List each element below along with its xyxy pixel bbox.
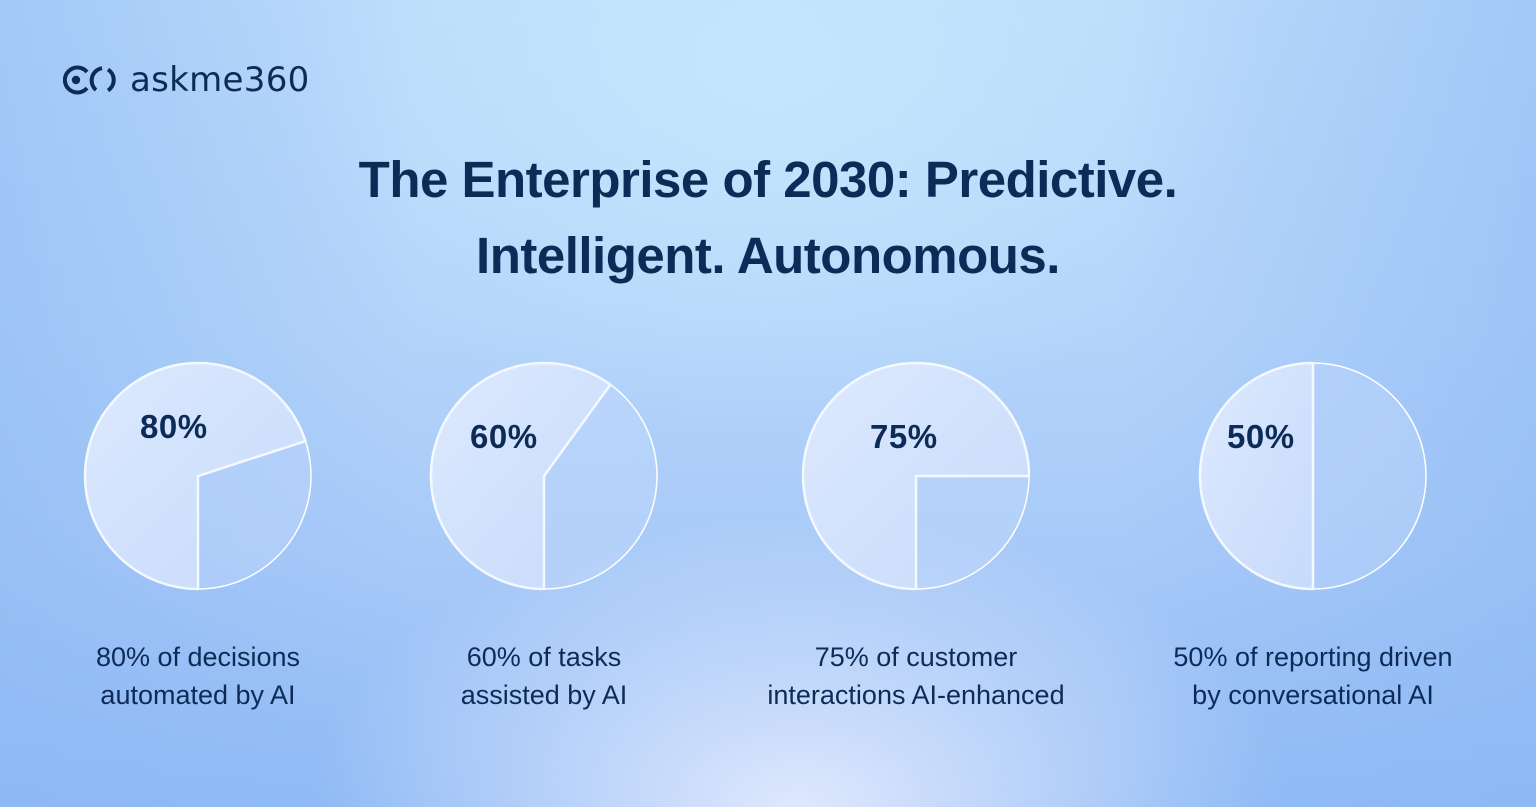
caption-line-1: 80% of decisions — [95, 642, 301, 672]
caption-line-2: assisted by AI — [460, 680, 628, 710]
stat-caption: 60% of tasks assisted by AI — [364, 638, 724, 714]
pie-value-label: 50% — [1227, 418, 1295, 455]
pie-graphic — [83, 361, 312, 591]
pie-chart-75: 75% — [796, 360, 1036, 600]
askme360-logo-icon — [62, 65, 116, 95]
stat-caption: 50% of reporting driven by conversationa… — [1133, 638, 1493, 714]
pie-value-label: 60% — [470, 418, 538, 455]
title-line-1: The Enterprise of 2030: Predictive. — [358, 151, 1178, 208]
stat-card-tasks: 60% 60% of tasks assisted by AI — [364, 360, 724, 710]
stat-caption: 75% of customer interactions AI-enhanced — [736, 638, 1096, 714]
stat-card-reporting: 50% 50% of reporting driven by conversat… — [1133, 360, 1493, 710]
caption-line-2: interactions AI-enhanced — [767, 680, 1065, 710]
pie-value-label: 80% — [140, 408, 208, 445]
caption-line-2: by conversational AI — [1192, 680, 1434, 710]
stat-card-decisions: 80% 80% of decisions automated by AI — [18, 360, 378, 710]
page-title: The Enterprise of 2030: Predictive. Inte… — [0, 142, 1536, 294]
pie-graphic — [801, 361, 1031, 591]
pie-graphic — [1198, 361, 1427, 591]
pie-chart-80: 80% — [78, 360, 318, 600]
caption-line-1: 75% of customer — [814, 642, 1018, 672]
caption-line-2: automated by AI — [100, 680, 296, 710]
pie-value-label: 75% — [870, 418, 938, 455]
pie-chart-50: 50% — [1193, 360, 1433, 600]
caption-line-1: 50% of reporting driven — [1173, 642, 1453, 672]
brand-name: askme360 — [130, 60, 310, 100]
pie-chart-60: 60% — [424, 360, 664, 600]
brand-logo[interactable]: askme360 — [60, 58, 310, 102]
stat-card-customer-interactions: 75% 75% of customer interactions AI-enha… — [736, 360, 1096, 710]
caption-line-1: 60% of tasks — [466, 642, 622, 672]
pie-graphic — [429, 361, 658, 591]
stat-caption: 80% of decisions automated by AI — [18, 638, 378, 714]
title-line-2: Intelligent. Autonomous. — [476, 227, 1060, 284]
